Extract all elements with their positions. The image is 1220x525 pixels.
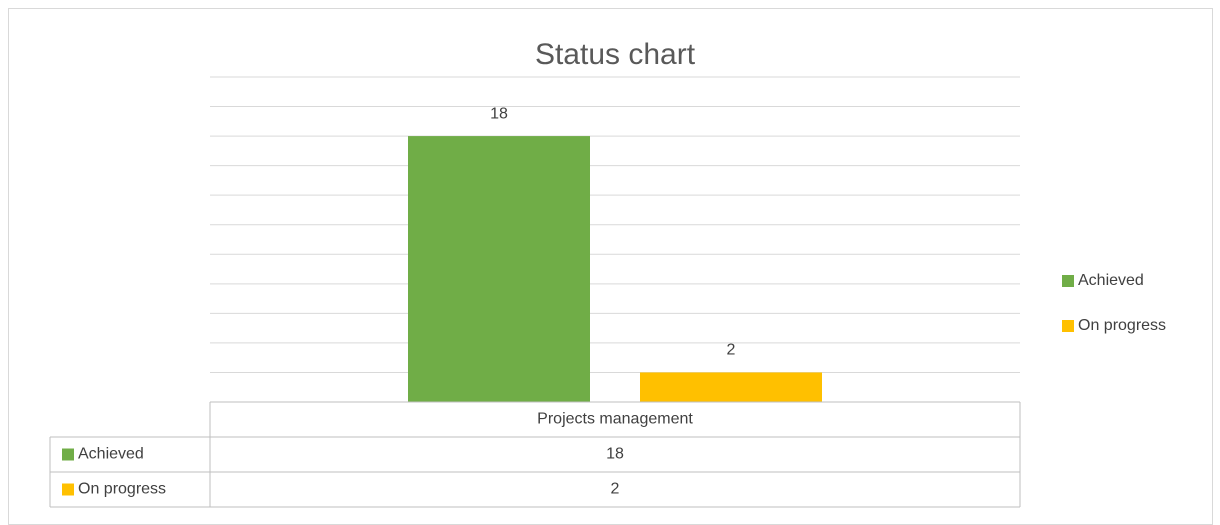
- table-legend-swatch: [62, 483, 74, 496]
- legend-label: Achieved: [1078, 272, 1144, 289]
- bar: [640, 372, 822, 402]
- table-value: 18: [606, 446, 624, 463]
- chart-title: Status chart: [535, 38, 696, 71]
- data-label: 2: [727, 342, 736, 359]
- data-label: 18: [490, 105, 508, 122]
- legend-swatch: [1062, 275, 1074, 287]
- table-value: 2: [611, 481, 620, 498]
- chart-border: [8, 8, 1213, 525]
- table-legend-swatch: [62, 448, 74, 461]
- x-tick-label: Projects management: [537, 411, 693, 428]
- legend-swatch: [1062, 320, 1074, 332]
- table-row-label: On progress: [78, 481, 166, 498]
- bar: [408, 136, 590, 402]
- table-row-label: Achieved: [78, 446, 144, 463]
- legend-label: On progress: [1078, 317, 1166, 334]
